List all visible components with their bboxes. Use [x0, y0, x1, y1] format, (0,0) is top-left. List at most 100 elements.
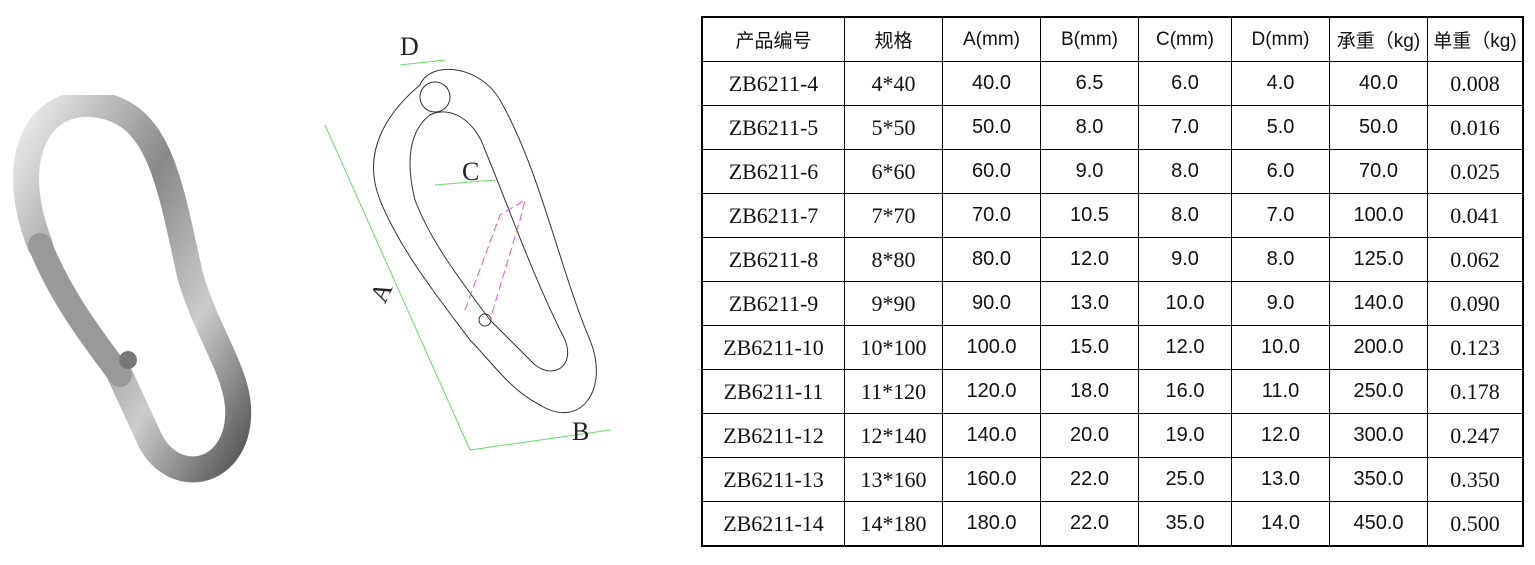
cell-c: 25.0: [1138, 457, 1232, 502]
cell-d: 5.0: [1231, 105, 1330, 150]
cell-weight: 0.500: [1427, 501, 1524, 547]
cell-spec: 8*80: [844, 237, 943, 282]
cell-weight: 0.090: [1427, 281, 1524, 326]
cell-weight: 0.008: [1427, 61, 1524, 106]
cell-weight: 0.123: [1427, 325, 1524, 370]
cell-d: 11.0: [1231, 369, 1330, 414]
cell-weight: 0.350: [1427, 457, 1524, 502]
cell-weight: 0.062: [1427, 237, 1524, 282]
cell-c: 12.0: [1138, 325, 1232, 370]
dimension-label-a: A: [364, 278, 398, 307]
table-row: ZB6211-11 11*120 120.0 18.0 16.0 11.0 250.0 0.1…: [701, 369, 1524, 414]
cell-d: 7.0: [1231, 193, 1330, 238]
cell-d: 10.0: [1231, 325, 1330, 370]
header-b: B(mm): [1040, 16, 1139, 62]
cell-b: 6.5: [1040, 61, 1139, 106]
cell-c: 9.0: [1138, 237, 1232, 282]
cell-product-code: ZB6211-14: [701, 501, 845, 547]
cell-product-code: ZB6211-4: [701, 61, 845, 106]
cell-weight: 0.247: [1427, 413, 1524, 458]
spec-table: 产品编号 规格 A(mm) B(mm) C(mm) D(mm) 承重（kg) 单…: [701, 16, 1524, 547]
cell-a: 140.0: [942, 413, 1041, 458]
cell-b: 18.0: [1040, 369, 1139, 414]
cell-product-code: ZB6211-5: [701, 105, 845, 150]
cell-d: 14.0: [1231, 501, 1330, 547]
header-product-code: 产品编号: [701, 16, 845, 62]
cell-load: 125.0: [1329, 237, 1428, 282]
cell-product-code: ZB6211-10: [701, 325, 845, 370]
cell-d: 12.0: [1231, 413, 1330, 458]
cell-load: 100.0: [1329, 193, 1428, 238]
header-d: D(mm): [1231, 16, 1330, 62]
cell-product-code: ZB6211-12: [701, 413, 845, 458]
cell-spec: 9*90: [844, 281, 943, 326]
cell-d: 9.0: [1231, 281, 1330, 326]
table-row: ZB6211-7 7*70 70.0 10.5 8.0 7.0 100.0 0.041: [701, 193, 1524, 238]
cell-spec: 4*40: [844, 61, 943, 106]
cell-c: 19.0: [1138, 413, 1232, 458]
cell-weight: 0.178: [1427, 369, 1524, 414]
cell-product-code: ZB6211-11: [701, 369, 845, 414]
table-row: ZB6211-8 8*80 80.0 12.0 9.0 8.0 125.0 0.062: [701, 237, 1524, 282]
cell-b: 10.5: [1040, 193, 1139, 238]
cell-spec: 12*140: [844, 413, 943, 458]
cell-b: 22.0: [1040, 501, 1139, 547]
carabiner-photo: [13, 95, 252, 483]
cell-b: 12.0: [1040, 237, 1139, 282]
cell-a: 40.0: [942, 61, 1041, 106]
cell-load: 50.0: [1329, 105, 1428, 150]
header-a: A(mm): [942, 16, 1041, 62]
cell-c: 6.0: [1138, 61, 1232, 106]
cell-a: 80.0: [942, 237, 1041, 282]
cell-a: 180.0: [942, 501, 1041, 547]
cell-c: 16.0: [1138, 369, 1232, 414]
cell-d: 4.0: [1231, 61, 1330, 106]
cell-load: 140.0: [1329, 281, 1428, 326]
cell-b: 13.0: [1040, 281, 1139, 326]
table-row: ZB6211-10 10*100 100.0 15.0 12.0 10.0 200.0 0.1…: [701, 325, 1524, 370]
carabiner-outline: [373, 69, 597, 414]
cell-spec: 13*160: [844, 457, 943, 502]
table-row: ZB6211-12 12*140 140.0 20.0 19.0 12.0 300.0 0.2…: [701, 413, 1524, 458]
cell-b: 15.0: [1040, 325, 1139, 370]
table-header-row: 产品编号 规格 A(mm) B(mm) C(mm) D(mm) 承重（kg) 单…: [701, 16, 1524, 62]
cell-a: 120.0: [942, 369, 1041, 414]
cell-c: 35.0: [1138, 501, 1232, 547]
carabiner-technical-drawing: D C A B: [324, 32, 611, 451]
cell-spec: 10*100: [844, 325, 943, 370]
cell-a: 90.0: [942, 281, 1041, 326]
cell-c: 8.0: [1138, 149, 1232, 194]
cell-d: 13.0: [1231, 457, 1330, 502]
cell-product-code: ZB6211-8: [701, 237, 845, 282]
cell-a: 100.0: [942, 325, 1041, 370]
table-row: ZB6211-6 6*60 60.0 9.0 8.0 6.0 70.0 0.025: [701, 149, 1524, 194]
header-spec: 规格: [844, 16, 943, 62]
cell-spec: 6*60: [844, 149, 943, 194]
cell-load: 350.0: [1329, 457, 1428, 502]
header-load: 承重（kg): [1329, 16, 1428, 62]
cell-load: 300.0: [1329, 413, 1428, 458]
table-row: ZB6211-13 13*160 160.0 22.0 25.0 13.0 350.0 0.3…: [701, 457, 1524, 502]
cell-product-code: ZB6211-13: [701, 457, 845, 502]
header-weight: 单重（kg): [1427, 16, 1524, 62]
cell-spec: 5*50: [844, 105, 943, 150]
cell-c: 10.0: [1138, 281, 1232, 326]
cell-a: 160.0: [942, 457, 1041, 502]
table-row: ZB6211-14 14*180 180.0 22.0 35.0 14.0 450.0 0.5…: [701, 501, 1524, 547]
cell-b: 8.0: [1040, 105, 1139, 150]
cell-a: 70.0: [942, 193, 1041, 238]
cell-spec: 7*70: [844, 193, 943, 238]
cell-spec: 14*180: [844, 501, 943, 547]
dimension-label-d: D: [400, 32, 419, 61]
cell-load: 200.0: [1329, 325, 1428, 370]
header-c: C(mm): [1138, 16, 1232, 62]
dimension-label-b: B: [572, 417, 589, 446]
cell-product-code: ZB6211-7: [701, 193, 845, 238]
cell-product-code: ZB6211-9: [701, 281, 845, 326]
cell-d: 8.0: [1231, 237, 1330, 282]
table-row: ZB6211-4 4*40 40.0 6.5 6.0 4.0 40.0 0.008: [701, 61, 1524, 106]
cell-load: 250.0: [1329, 369, 1428, 414]
cell-a: 50.0: [942, 105, 1041, 150]
cell-load: 40.0: [1329, 61, 1428, 106]
cell-b: 22.0: [1040, 457, 1139, 502]
